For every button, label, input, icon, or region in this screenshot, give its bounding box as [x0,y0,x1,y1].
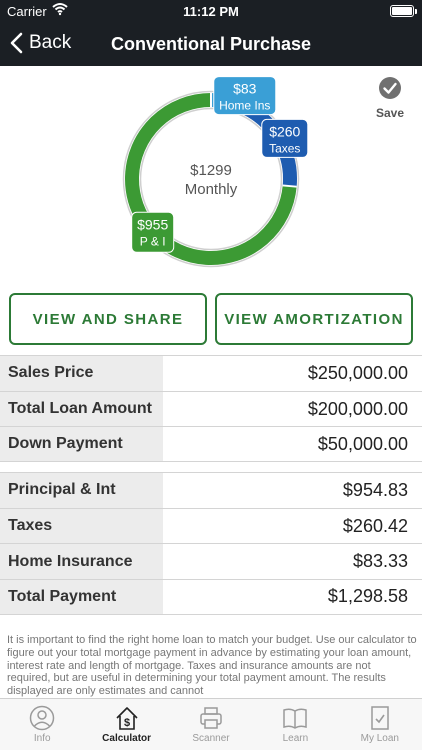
house-dollar-icon: $ [116,707,138,730]
row-label: Total Payment [0,580,163,614]
row-value: $50,000.00 [317,433,408,454]
center-label: Monthly [185,181,238,198]
tab-label: Info [33,733,51,744]
view-amortization-button[interactable]: VIEW AMORTIZATION [215,293,413,345]
slice-label: $955 P & I [131,211,175,253]
carrier-label: Carrier [7,4,47,19]
view-and-share-button[interactable]: VIEW AND SHARE [9,293,207,345]
row-value: $260.42 [342,515,408,536]
slice-value: $83 [233,81,257,97]
tab-my-loan[interactable]: My Loan [338,699,422,750]
payment-breakdown-table: Principal & Int $954.83 Taxes $260.42 Ho… [0,472,422,615]
row-label: Principal & Int [0,473,163,508]
status-bar: Carrier 11:12 PM [0,0,422,22]
row-value: $200,000.00 [307,398,408,419]
table-row: Taxes $260.42 [0,507,422,544]
save-label: Save [375,106,405,120]
wifi-icon [52,2,68,19]
tab-label: Scanner [192,733,230,744]
center-value: $1299 [190,162,232,179]
tab-label: My Loan [360,733,399,744]
payment-chart: $1299 Monthly $83 Home Ins $260 Taxes $955 P & … [0,66,422,286]
row-value: $1,298.58 [327,586,408,607]
row-label: Taxes [0,508,163,544]
slice-name: Taxes [269,141,300,155]
chevron-left-icon [10,32,23,54]
back-button[interactable]: Back [10,32,71,54]
tab-label: Learn [282,733,309,744]
slice-label: $83 Home Ins [213,76,277,116]
row-label: Home Insurance [0,544,163,580]
table-row: Home Insurance $83.33 [0,543,422,580]
checkmark-circle-icon [379,77,401,99]
disclaimer-text: It is important to find the right home l… [7,634,417,698]
row-value: $83.33 [352,551,408,572]
slice-value: $955 [137,216,168,232]
row-value: $250,000.00 [307,362,408,383]
tab-learn[interactable]: Learn [253,699,337,750]
svg-text:$: $ [124,717,130,729]
book-icon [283,708,308,729]
tab-bar: Info $ Calculator Scanner Learn My Loan [0,698,422,750]
battery-icon [390,5,417,17]
tab-label: Calculator [102,733,152,744]
table-row: Sales Price $250,000.00 [0,355,422,391]
row-value: $954.83 [342,479,408,500]
table-row: Total Loan Amount $200,000.00 [0,390,422,427]
loan-summary-table: Sales Price $250,000.00 Total Loan Amoun… [0,355,422,463]
save-button[interactable]: Save [368,76,412,120]
slice-separator [282,184,297,188]
slice-value: $260 [269,123,300,139]
donut-chart: $1299 Monthly $83 Home Ins $260 Taxes $955 P & … [122,76,309,268]
status-time: 11:12 PM [183,4,239,19]
slice-name: P & I [140,234,166,248]
row-label: Down Payment [0,427,163,462]
tab-scanner[interactable]: Scanner [169,699,253,750]
table-row: Down Payment $50,000.00 [0,426,422,463]
document-check-icon [371,706,389,730]
nav-bar: Back Conventional Purchase [0,22,422,66]
person-icon [29,705,55,731]
tab-calculator[interactable]: $ Calculator [84,699,168,750]
donut-rim [122,90,300,268]
row-label: Sales Price [0,356,163,391]
row-label: Total Loan Amount [0,391,163,427]
tab-info[interactable]: Info [0,699,84,750]
table-row: Total Payment $1,298.58 [0,579,422,615]
printer-icon [200,707,222,729]
slice-name: Home Ins [219,99,270,113]
table-row: Principal & Int $954.83 [0,472,422,508]
back-label: Back [29,32,72,53]
slice-label: $260 Taxes [261,118,309,158]
donut-inner-rim [139,107,283,251]
